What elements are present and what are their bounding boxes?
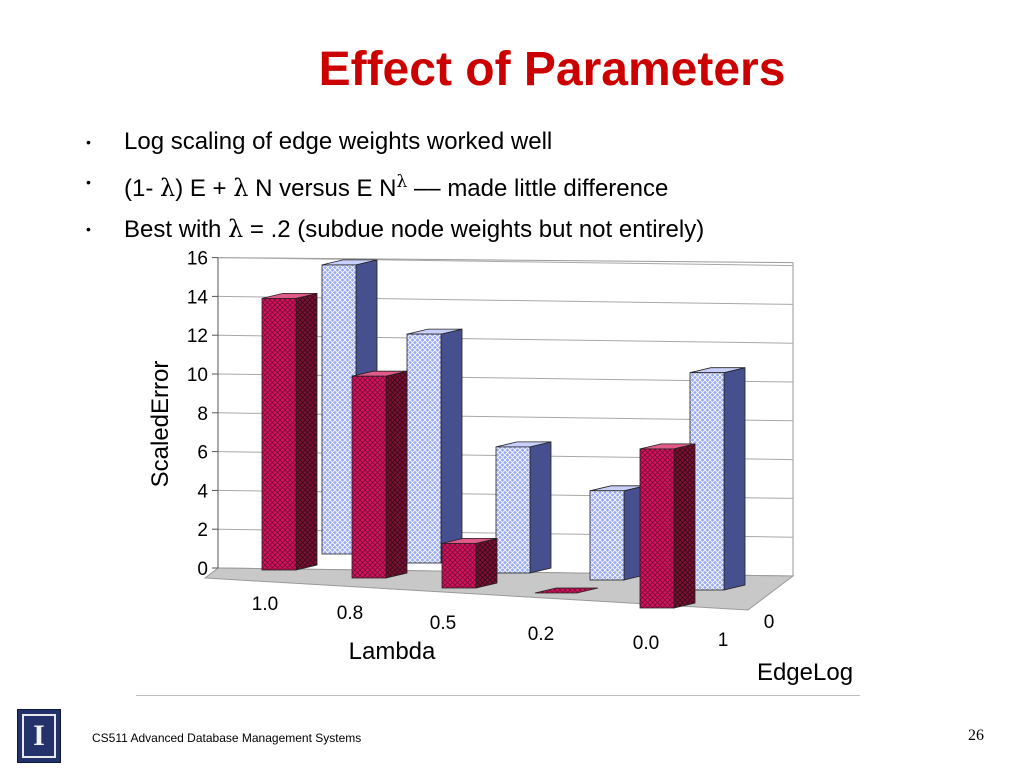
bullet-list: • Log scaling of edge weights worked wel… — [86, 122, 704, 250]
bar-edgelog-1 — [534, 587, 599, 594]
bullet-text-part: Best with — [124, 216, 229, 243]
bullet-item: • (1- λ) E + λ N versus E Nλ –– made lit… — [86, 162, 704, 209]
bar-side — [385, 370, 408, 579]
bar-edgelog-1 — [639, 443, 696, 609]
bar-side — [673, 443, 696, 609]
bar-front — [689, 372, 725, 591]
lambda-symbol: λ — [160, 174, 176, 202]
footer-divider — [136, 695, 860, 696]
logo-letter: I — [33, 719, 45, 752]
chart-bars-layer — [261, 259, 746, 609]
y-tick-label: 8 — [197, 404, 208, 425]
bullet-text-part: = .2 (subdue node weights but not entire… — [243, 216, 705, 243]
bullet-marker: • — [86, 221, 91, 237]
y-tick-label: 4 — [197, 481, 208, 502]
gridline — [217, 257, 794, 267]
lambda-symbol: λ — [233, 174, 249, 202]
z-axis-title: EdgeLog — [757, 659, 853, 686]
bar-front — [406, 333, 442, 564]
y-tick-label: 2 — [197, 520, 208, 541]
y-tick-label: 10 — [187, 365, 208, 386]
bullet-text-part: –– made little difference — [407, 175, 669, 202]
bullet-item: • Best with λ = .2 (subdue node weights … — [86, 209, 704, 250]
slide-title: Effect of Parameters — [318, 43, 786, 96]
lambda-symbol: λ — [228, 215, 244, 243]
logo-frame — [22, 714, 56, 758]
bar-front — [639, 448, 675, 609]
bar-edgelog-1 — [441, 537, 498, 589]
bar-front — [321, 264, 357, 555]
z-tick-label: 1 — [718, 630, 729, 651]
bar-front — [351, 375, 387, 579]
bullet-text-part: N versus E N — [248, 175, 397, 202]
x-tick-label: 0.5 — [430, 613, 456, 634]
x-axis-title: Lambda — [349, 638, 436, 665]
page-number: 26 — [968, 727, 984, 744]
y-tick-label: 0 — [197, 559, 208, 580]
bar-front — [441, 542, 477, 589]
y-axis-title: ScaledError — [147, 361, 174, 488]
bar-edgelog-1 — [261, 292, 318, 571]
footer-course-name: CS511 Advanced Database Management Syste… — [92, 731, 362, 745]
x-tick-label: 0.0 — [633, 633, 659, 654]
bar-front — [495, 446, 531, 574]
y-tick-label: 6 — [197, 443, 208, 464]
bar-edgelog-0 — [406, 328, 463, 564]
x-tick-label: 0.8 — [337, 603, 363, 624]
bar-side — [723, 367, 746, 591]
y-tick-label: 16 — [187, 249, 208, 270]
bullet-text: Log scaling of edge weights worked well — [124, 128, 553, 155]
bar-side — [529, 441, 552, 574]
bullet-item: • Log scaling of edge weights worked wel… — [86, 122, 704, 162]
bar-side — [295, 292, 318, 571]
bar-side — [440, 328, 463, 564]
university-logo: I — [17, 709, 61, 763]
bar-side — [475, 537, 498, 589]
y-tick-label: 14 — [187, 287, 209, 308]
lambda-superscript: λ — [396, 172, 408, 192]
bar-edgelog-1 — [351, 370, 408, 579]
bullet-text-part: (1- — [124, 175, 160, 202]
bullet-marker: • — [86, 174, 91, 190]
bar-front — [589, 490, 625, 581]
bar-edgelog-0 — [495, 441, 552, 574]
bar-front — [261, 297, 297, 571]
bar-edgelog-0 — [589, 485, 646, 581]
x-tick-label: 1.0 — [252, 594, 278, 615]
y-tick-label: 12 — [187, 326, 208, 347]
bullet-marker: • — [86, 134, 91, 150]
z-tick-label: 0 — [764, 612, 775, 633]
bar-edgelog-0 — [689, 367, 746, 591]
x-tick-label: 0.2 — [528, 624, 554, 645]
bullet-text-part: ) E + — [175, 175, 234, 202]
